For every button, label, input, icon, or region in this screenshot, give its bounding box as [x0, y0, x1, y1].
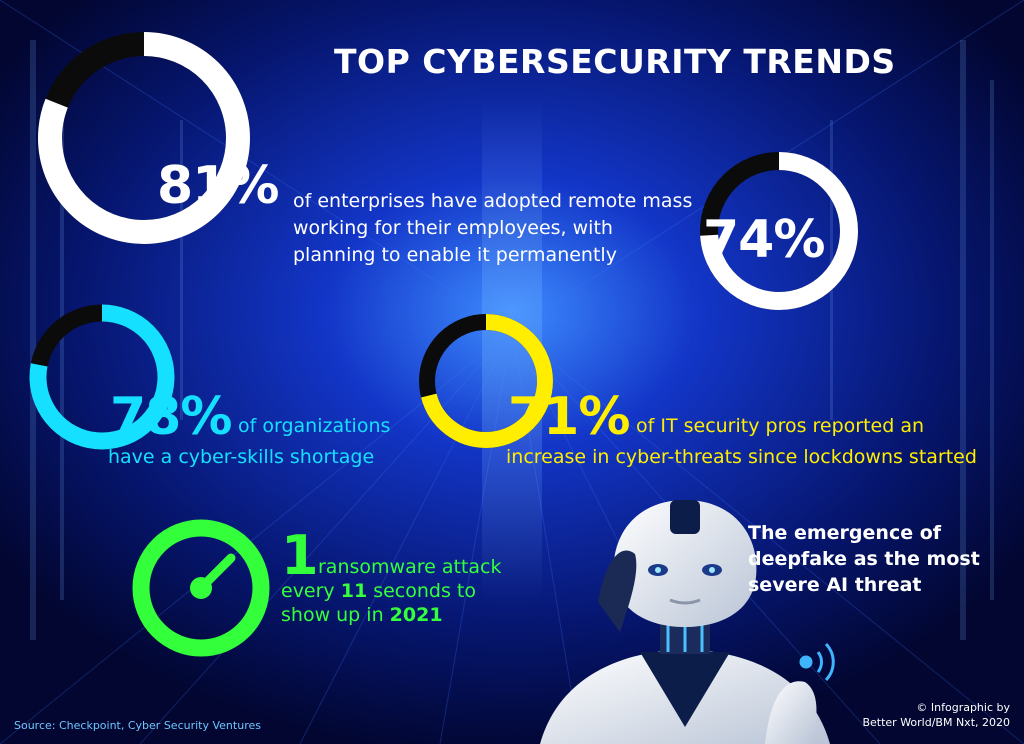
ransomware-line3: show up in 2021	[281, 604, 443, 626]
stat-81-text: of enterprises have adopted remote mass …	[293, 190, 693, 266]
robot-illustration	[540, 500, 835, 744]
ransomware-line1: ransomware attack	[318, 556, 502, 578]
page-title: TOP CYBERSECURITY TRENDS	[334, 42, 896, 81]
ransomware-line2: every 11 seconds to	[281, 580, 476, 602]
stopwatch-icon	[132, 519, 270, 657]
ring-78-arc	[29, 304, 175, 450]
source-text: Source: Checkpoint, Cyber Security Ventu…	[14, 719, 261, 732]
stat-78-text-b: have a cyber-skills shortage	[108, 446, 375, 468]
stat-74-value: 74%	[703, 210, 825, 270]
stat-78-value: 78%	[110, 387, 232, 447]
stat-78-text-a: of organizations	[238, 415, 391, 437]
stat-81-value: 81%	[157, 156, 279, 216]
credit-text: © Infographic by Better World/BM Nxt, 20…	[862, 700, 1010, 730]
stat-71-text-b: increase in cyber-threats since lockdown…	[506, 446, 977, 468]
ring-74	[700, 152, 858, 310]
stat-71-text-a: of IT security pros reported an	[636, 415, 925, 437]
ring-74-arc	[700, 152, 858, 310]
deepfake-text: The emergence of deepfake as the most se…	[748, 522, 980, 596]
ring-71	[419, 314, 553, 448]
credit-line-2: Better World/BM Nxt, 2020	[862, 716, 1010, 729]
ring-71-arc	[419, 314, 553, 448]
credit-line-1: © Infographic by	[916, 701, 1010, 714]
ring-78	[29, 304, 175, 450]
ring-81	[38, 32, 250, 244]
ransomware-number: 1	[281, 524, 319, 587]
ring-81-arc	[38, 32, 250, 244]
stat-71-value: 71%	[508, 387, 630, 447]
